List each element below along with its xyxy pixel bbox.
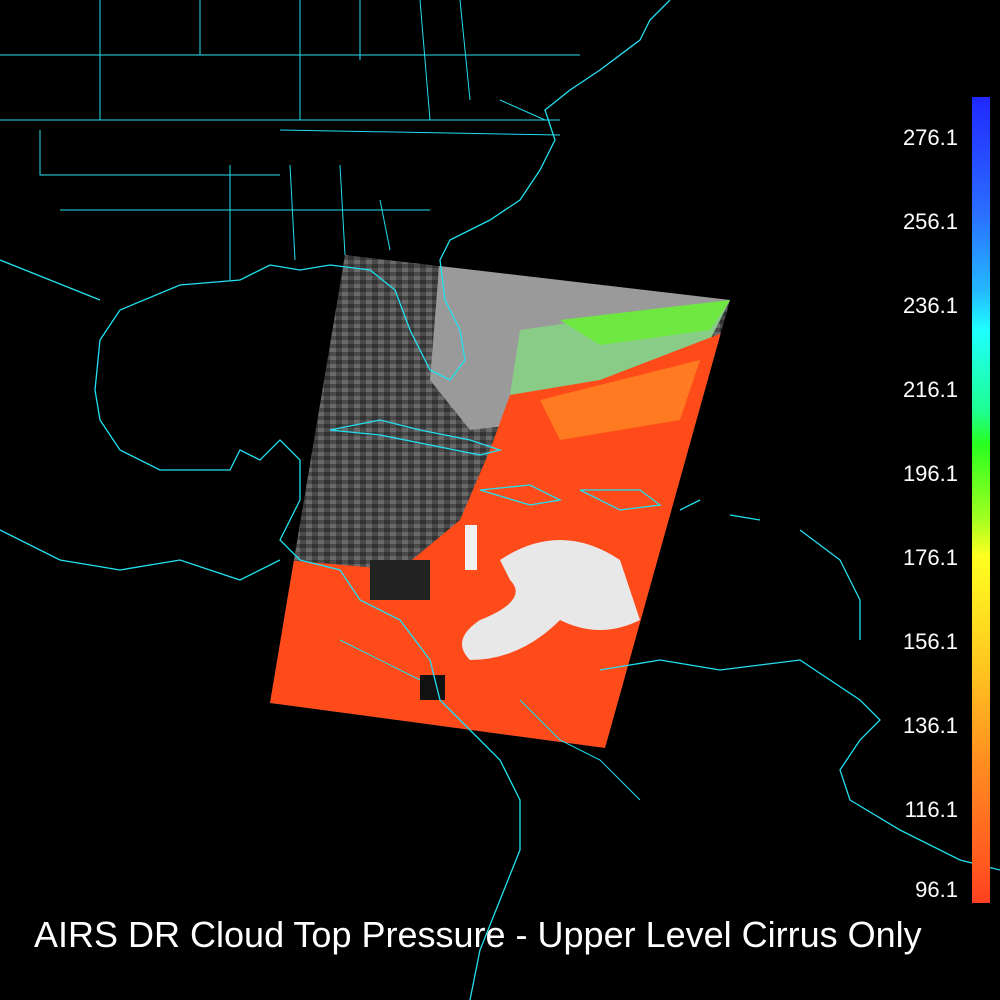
colorbar-tick: 276.1 — [902, 125, 958, 150]
colorbar-tick: 116.1 — [904, 797, 958, 822]
colorbar-tick: 216.1 — [902, 377, 958, 402]
colorbar-tick: 156.1 — [902, 629, 958, 654]
colorbar-tick: 136.1 — [902, 713, 958, 738]
thick-cloud-region — [462, 540, 640, 660]
borders — [0, 0, 641, 801]
colorbar — [972, 97, 990, 903]
colorbar-tick: 196.1 — [902, 461, 958, 486]
colorbar-tick: 176.1 — [902, 545, 958, 570]
colorbar-tick: 96.1 — [915, 877, 958, 902]
figure-title: AIRS DR Cloud Top Pressure - Upper Level… — [34, 914, 922, 955]
low-cloud-region — [270, 330, 730, 748]
colorbar-tick: 236.1 — [902, 293, 958, 318]
satellite-swath — [270, 255, 730, 748]
colorbar-tick: 256.1 — [902, 209, 958, 234]
